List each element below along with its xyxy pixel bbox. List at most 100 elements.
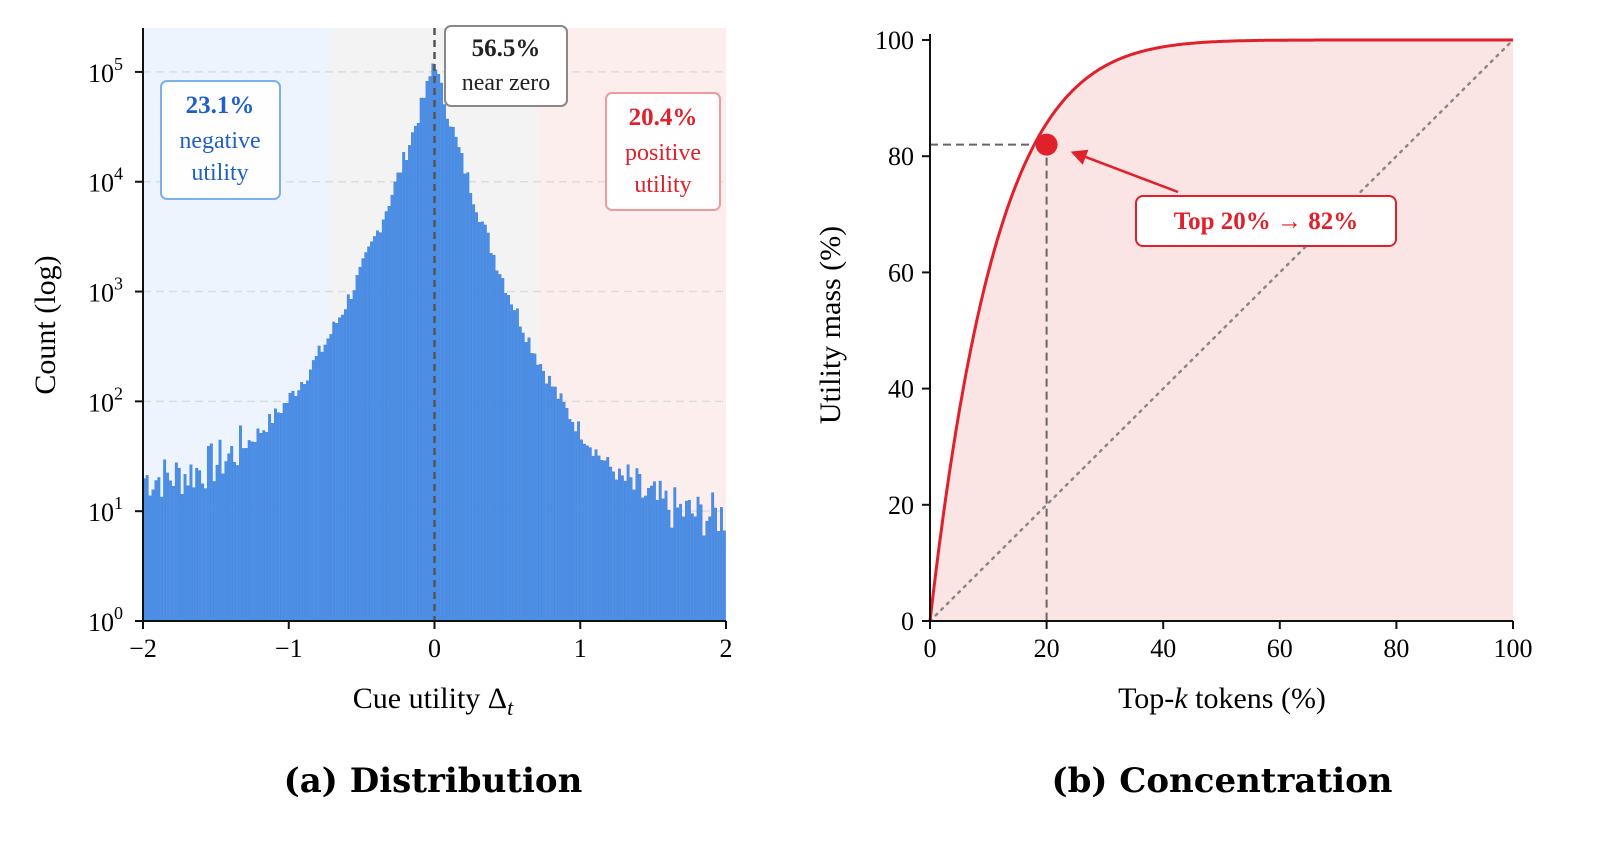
histogram-bar xyxy=(480,221,484,622)
histogram-bar xyxy=(454,136,458,622)
histogram-bar xyxy=(632,489,636,622)
histogram-bar xyxy=(495,270,499,622)
y-tick-label: 101 xyxy=(88,493,123,527)
y-tick-label: 100 xyxy=(88,603,123,637)
x-tick-label: 60 xyxy=(1267,634,1293,663)
histogram-bar xyxy=(332,321,336,622)
y-tick-label: 60 xyxy=(888,258,914,287)
histogram-bar xyxy=(413,125,417,622)
histogram-bar xyxy=(233,462,237,622)
histogram-bar xyxy=(443,104,446,622)
histogram-bar xyxy=(448,126,452,622)
histogram-bar xyxy=(378,232,382,622)
histogram-bar xyxy=(562,401,566,622)
x-tick-label: 40 xyxy=(1150,634,1176,663)
histogram-bar xyxy=(282,403,286,622)
histogram-bar xyxy=(615,479,618,622)
histogram-bar xyxy=(626,464,630,622)
histogram-bar xyxy=(186,485,190,622)
histogram-bar xyxy=(317,345,321,622)
histogram-bar xyxy=(597,455,601,622)
histogram-bar xyxy=(384,211,388,622)
histogram-bar xyxy=(603,460,607,622)
histogram-bar xyxy=(227,453,231,622)
histogram-bar xyxy=(285,402,289,622)
near-zero-annotation-box xyxy=(444,25,568,107)
histogram-bar xyxy=(585,445,589,622)
histogram-bar xyxy=(145,475,149,622)
histogram-bar xyxy=(679,503,683,622)
histogram-bar xyxy=(416,122,420,622)
histogram-bar xyxy=(361,258,365,622)
histogram-bar xyxy=(513,310,516,622)
histogram-bar xyxy=(577,421,581,622)
x-tick-label: 2 xyxy=(720,634,733,663)
y-tick-label: 102 xyxy=(88,383,123,417)
histogram-bar xyxy=(542,370,546,622)
histogram-bar xyxy=(425,80,429,622)
histogram-bar xyxy=(635,468,639,622)
histogram-bar xyxy=(381,219,385,622)
histogram-bar xyxy=(676,507,680,622)
y-axis-label: Count (log) xyxy=(29,255,62,394)
histogram-bar xyxy=(276,412,280,622)
annotation-label: Top 20% → 82% xyxy=(1174,208,1359,235)
histogram-bar xyxy=(311,360,315,622)
histogram-bar xyxy=(256,428,260,622)
histogram-bar xyxy=(239,425,242,622)
histogram-bar xyxy=(189,464,193,622)
histogram-bar xyxy=(198,470,202,622)
histogram-bar xyxy=(545,383,548,622)
histogram-bar xyxy=(612,471,615,622)
histogram-bar xyxy=(314,356,318,622)
histogram-bar xyxy=(565,408,569,622)
histogram-bar xyxy=(693,516,697,622)
histogram-bar xyxy=(291,390,295,622)
histogram-bar xyxy=(437,74,441,622)
histogram-bar xyxy=(574,431,578,622)
histogram-bar xyxy=(498,274,502,622)
histogram-bar xyxy=(390,194,394,622)
histogram-bar xyxy=(440,82,443,622)
histogram-bar xyxy=(711,492,715,622)
x-axis-label: Cue utility Δt xyxy=(353,682,514,720)
histogram-bar xyxy=(667,509,671,622)
histogram-bar xyxy=(548,375,551,622)
histogram-bar xyxy=(428,76,432,622)
histogram-bar xyxy=(460,153,464,622)
histogram-bar xyxy=(154,480,158,622)
histogram-bar xyxy=(247,440,251,622)
histogram-bar xyxy=(655,499,659,622)
histogram-bar xyxy=(696,496,700,622)
histogram-bar xyxy=(396,172,400,622)
histogram-bar xyxy=(408,145,411,622)
x-axis-label-main: Cue utility Δ xyxy=(353,682,507,715)
y-tick-label: 20 xyxy=(888,491,914,520)
histogram-bar xyxy=(387,206,391,622)
histogram-bar xyxy=(346,294,350,622)
histogram-bar xyxy=(221,473,225,622)
histogram-bar xyxy=(550,386,554,622)
highlight-point xyxy=(1035,133,1058,156)
histogram-bar xyxy=(571,422,575,622)
histogram-bar xyxy=(527,337,531,622)
histogram-bar xyxy=(201,483,204,622)
y-tick-label: 105 xyxy=(88,54,123,88)
histogram-bar xyxy=(303,384,306,622)
histogram-bar xyxy=(373,236,376,622)
histogram-bar xyxy=(650,485,653,622)
histogram-bar xyxy=(553,386,557,622)
histogram-bar xyxy=(489,253,493,622)
histogram-bar xyxy=(536,364,540,622)
histogram-bar xyxy=(376,230,379,622)
histogram-bar xyxy=(364,252,368,622)
histogram-bar xyxy=(685,500,688,622)
histogram-bar xyxy=(720,507,723,622)
histogram-bar xyxy=(306,380,309,622)
y-ticks: 100 101 102 103 104 105 xyxy=(88,54,143,637)
histogram-bar xyxy=(148,495,152,622)
histogram-bar xyxy=(393,181,397,622)
histogram-bar xyxy=(463,173,467,622)
caption-b: (b) Concentration xyxy=(1052,761,1393,801)
